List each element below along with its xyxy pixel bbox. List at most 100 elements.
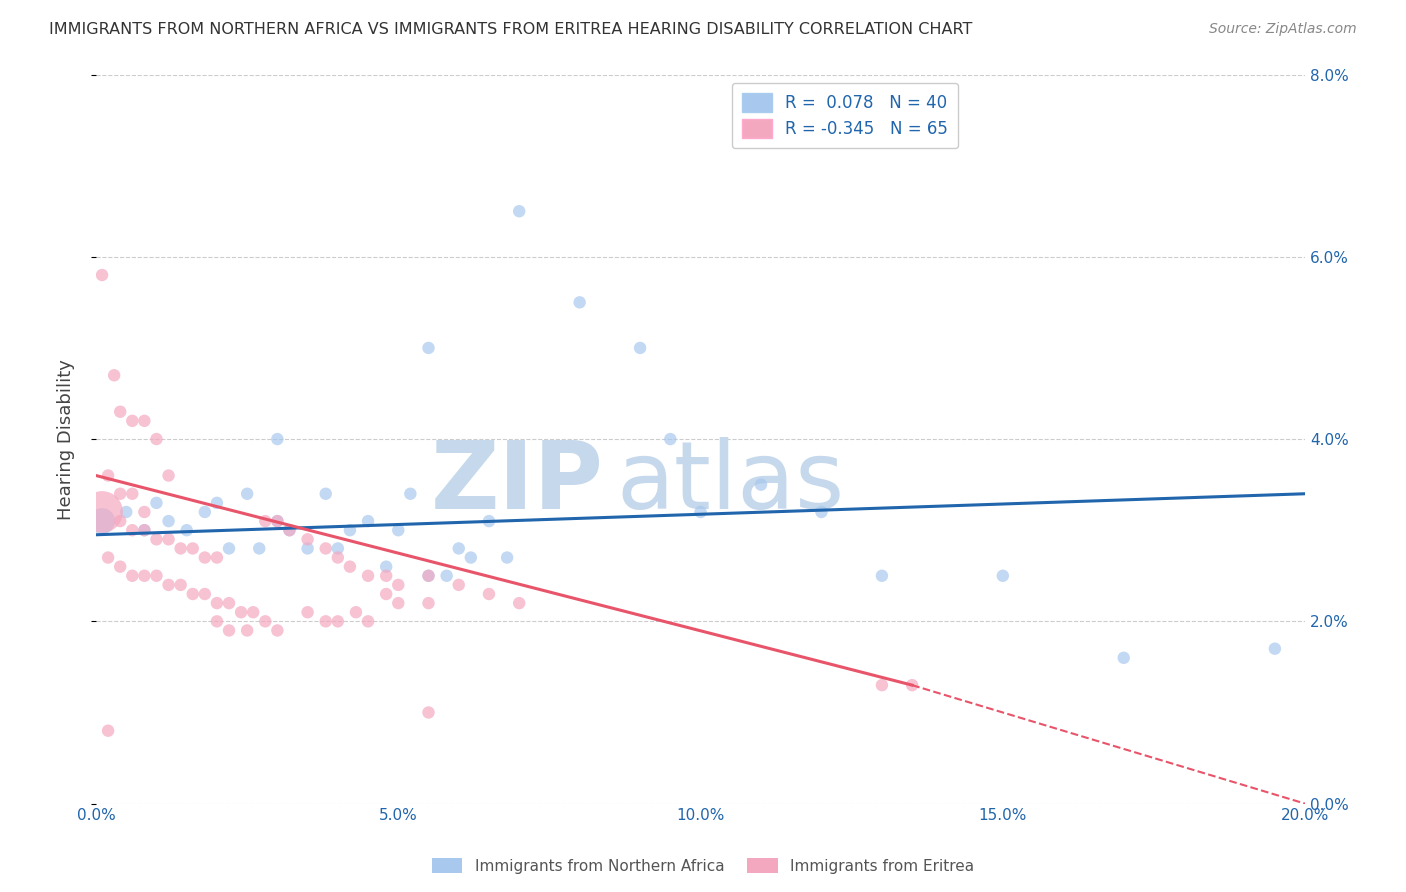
Legend: R =  0.078   N = 40, R = -0.345   N = 65: R = 0.078 N = 40, R = -0.345 N = 65: [733, 83, 959, 148]
Point: [145, 568, 167, 582]
Point: [447, 541, 470, 556]
Point: [91, 268, 114, 282]
Point: [326, 615, 349, 629]
Point: [205, 496, 228, 510]
Point: [991, 568, 1014, 582]
Text: ZIP: ZIP: [432, 437, 603, 529]
Point: [297, 605, 319, 619]
Point: [375, 559, 398, 574]
Point: [418, 596, 440, 610]
Point: [108, 487, 131, 501]
Y-axis label: Hearing Disability: Hearing Disability: [58, 359, 75, 519]
Text: Source: ZipAtlas.com: Source: ZipAtlas.com: [1209, 22, 1357, 37]
Point: [181, 587, 204, 601]
Point: [145, 432, 167, 446]
Point: [478, 587, 501, 601]
Point: [157, 514, 180, 528]
Point: [97, 468, 120, 483]
Point: [870, 678, 893, 692]
Point: [254, 615, 277, 629]
Point: [194, 550, 217, 565]
Point: [418, 568, 440, 582]
Point: [121, 414, 143, 428]
Point: [357, 568, 380, 582]
Point: [326, 541, 349, 556]
Point: [236, 487, 259, 501]
Point: [297, 541, 319, 556]
Point: [97, 723, 120, 738]
Point: [91, 514, 114, 528]
Point: [375, 587, 398, 601]
Point: [266, 432, 288, 446]
Point: [418, 568, 440, 582]
Point: [134, 414, 156, 428]
Point: [121, 568, 143, 582]
Point: [108, 405, 131, 419]
Point: [1112, 650, 1135, 665]
Point: [121, 487, 143, 501]
Point: [375, 568, 398, 582]
Point: [508, 596, 530, 610]
Point: [115, 505, 138, 519]
Point: [169, 578, 191, 592]
Point: [157, 578, 180, 592]
Point: [315, 615, 337, 629]
Point: [205, 596, 228, 610]
Point: [108, 514, 131, 528]
Point: [134, 523, 156, 537]
Point: [357, 615, 380, 629]
Point: [315, 541, 337, 556]
Point: [418, 341, 440, 355]
Text: atlas: atlas: [616, 437, 844, 529]
Point: [103, 368, 125, 383]
Point: [236, 624, 259, 638]
Point: [460, 550, 482, 565]
Point: [508, 204, 530, 219]
Point: [399, 487, 422, 501]
Point: [447, 578, 470, 592]
Point: [339, 559, 361, 574]
Point: [134, 568, 156, 582]
Point: [176, 523, 198, 537]
Point: [870, 568, 893, 582]
Point: [218, 624, 240, 638]
Point: [339, 523, 361, 537]
Point: [478, 514, 501, 528]
Point: [387, 596, 409, 610]
Point: [134, 523, 156, 537]
Point: [247, 541, 270, 556]
Point: [689, 505, 711, 519]
Point: [218, 541, 240, 556]
Point: [810, 505, 832, 519]
Point: [121, 523, 143, 537]
Point: [344, 605, 367, 619]
Point: [205, 550, 228, 565]
Point: [1264, 641, 1286, 656]
Point: [568, 295, 591, 310]
Point: [145, 496, 167, 510]
Point: [278, 523, 301, 537]
Point: [108, 559, 131, 574]
Point: [145, 533, 167, 547]
Point: [266, 514, 288, 528]
Point: [229, 605, 252, 619]
Point: [297, 533, 319, 547]
Text: IMMIGRANTS FROM NORTHERN AFRICA VS IMMIGRANTS FROM ERITREA HEARING DISABILITY CO: IMMIGRANTS FROM NORTHERN AFRICA VS IMMIG…: [49, 22, 973, 37]
Point: [194, 587, 217, 601]
Point: [628, 341, 651, 355]
Point: [357, 514, 380, 528]
Point: [436, 568, 458, 582]
Point: [278, 523, 301, 537]
Point: [387, 578, 409, 592]
Point: [91, 505, 114, 519]
Point: [242, 605, 264, 619]
Point: [181, 541, 204, 556]
Point: [418, 706, 440, 720]
Point: [157, 468, 180, 483]
Point: [169, 541, 191, 556]
Point: [387, 523, 409, 537]
Point: [157, 533, 180, 547]
Point: [254, 514, 277, 528]
Point: [134, 505, 156, 519]
Point: [266, 514, 288, 528]
